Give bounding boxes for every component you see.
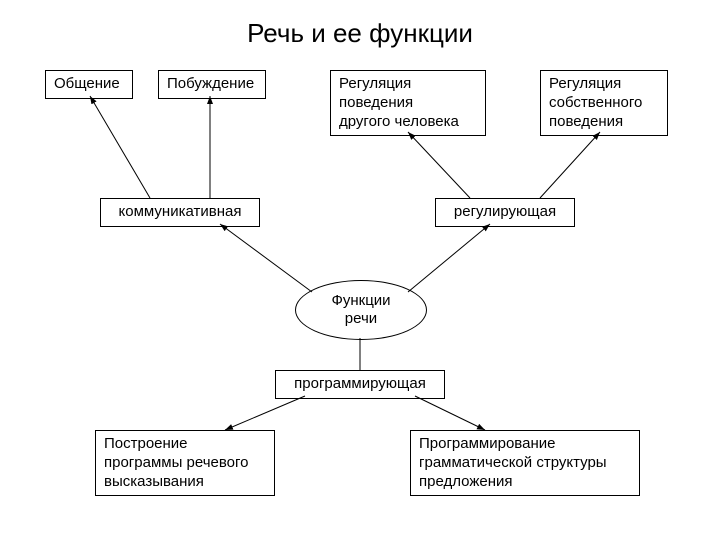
- node-grammar: Программированиеграмматической структуры…: [410, 430, 640, 496]
- node-label: Регуляциясобственногоповедения: [549, 75, 642, 130]
- node-reg-other: Регуляцияповедениядругого человека: [330, 70, 486, 136]
- node-label: Регуляцияповедениядругого человека: [339, 75, 459, 130]
- node-programming: программирующая: [275, 370, 445, 399]
- node-regulating: регулирующая: [435, 198, 575, 227]
- node-reg-self: Регуляциясобственногоповедения: [540, 70, 668, 136]
- node-label: коммуникативная: [119, 203, 242, 220]
- node-label: программирующая: [294, 375, 426, 392]
- node-label: Функцииречи: [331, 292, 390, 328]
- node-communication: Общение: [45, 70, 133, 99]
- node-motivation: Побуждение: [158, 70, 266, 99]
- node-label: регулирующая: [454, 203, 556, 220]
- diagram-title: Речь и ее функции: [0, 18, 720, 49]
- node-communicative: коммуникативная: [100, 198, 260, 227]
- node-building: Построениепрограммы речевоговысказывания: [95, 430, 275, 496]
- node-label: Общение: [54, 75, 120, 92]
- node-label: Побуждение: [167, 75, 254, 92]
- diagram-canvas: Речь и ее функции Общение Побуждение Рег…: [0, 0, 720, 540]
- node-label: Построениепрограммы речевоговысказывания: [104, 435, 249, 490]
- node-center-ellipse: Функцииречи: [295, 280, 427, 340]
- node-label: Программированиеграмматической структуры…: [419, 435, 607, 490]
